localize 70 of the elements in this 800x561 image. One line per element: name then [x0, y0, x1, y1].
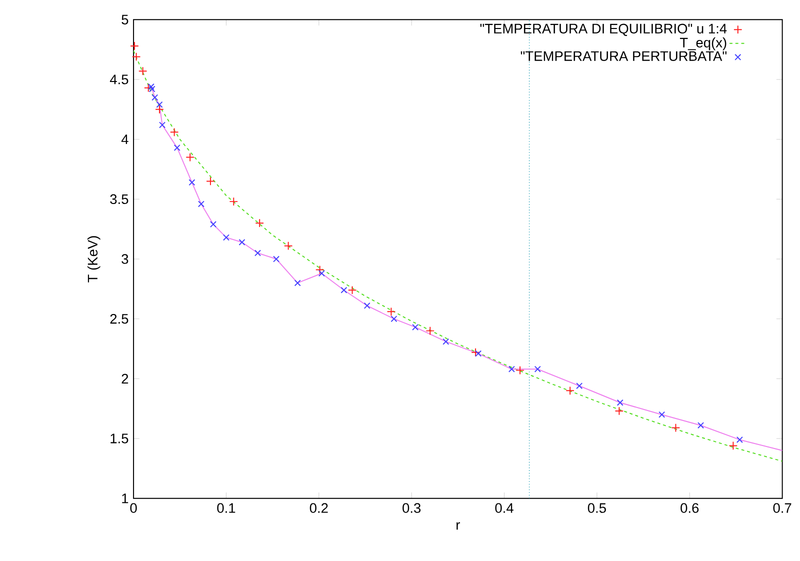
- legend-label: T_eq(x): [680, 37, 726, 50]
- point: [158, 122, 166, 128]
- point: [736, 436, 743, 443]
- point: [426, 326, 435, 336]
- point: [206, 176, 215, 186]
- point: [222, 234, 230, 241]
- x-tick-label: 0.5: [588, 503, 606, 513]
- point: [130, 41, 139, 50]
- x-tick-label: 0: [130, 503, 137, 513]
- point: [210, 220, 217, 228]
- y-tick-label: 2.5: [110, 314, 128, 324]
- point: [442, 338, 450, 345]
- point: [671, 423, 680, 432]
- legend-label: "TEMPERATURA PERTURBATA": [520, 51, 726, 61]
- y-tick-label: 1.5: [110, 434, 128, 444]
- x-axis-title: r: [456, 522, 460, 530]
- point: [229, 197, 238, 206]
- point: [148, 86, 156, 92]
- point: [728, 441, 738, 450]
- y-tick-label: 2: [122, 374, 128, 384]
- y-tick-label: 4.5: [110, 74, 128, 84]
- point: [255, 218, 264, 228]
- point: [170, 128, 179, 136]
- y-axis-title: T (KeV): [87, 236, 100, 282]
- point: [697, 422, 704, 428]
- x-tick-label: 0.3: [402, 503, 421, 513]
- point: [238, 238, 246, 246]
- point: [475, 350, 482, 357]
- y-tick-label: 3: [122, 254, 128, 264]
- point: [272, 256, 280, 262]
- point: [132, 52, 141, 62]
- point: [152, 94, 158, 101]
- point: [156, 101, 163, 108]
- point: [318, 270, 325, 276]
- x-tick-label: 0.4: [495, 503, 514, 513]
- y-tick-label: 1: [122, 494, 128, 503]
- point: [284, 241, 293, 250]
- point: [148, 83, 154, 90]
- point: [174, 144, 180, 151]
- y-tick-label: 4: [121, 134, 128, 144]
- point: [616, 399, 624, 406]
- point: [576, 382, 583, 389]
- x-tick-label: 0.6: [680, 503, 699, 513]
- point: [471, 348, 480, 357]
- point: [508, 366, 515, 372]
- x-tick-label: 0.1: [217, 503, 236, 513]
- point: [348, 286, 357, 294]
- point: [138, 66, 148, 76]
- point: [658, 411, 666, 418]
- point: [386, 307, 396, 316]
- point: [566, 386, 574, 395]
- point: [186, 152, 194, 162]
- point: [390, 315, 398, 322]
- legend-label: "TEMPERATURA DI EQUILIBRIO" u 1:4: [480, 24, 727, 36]
- point: [340, 286, 348, 294]
- point: [155, 104, 164, 114]
- x-tick-label: 0.2: [310, 503, 328, 513]
- point: [198, 200, 204, 208]
- y-tick-label: 3.5: [110, 194, 128, 204]
- point: [614, 406, 624, 416]
- point: [254, 250, 261, 256]
- point: [315, 265, 324, 274]
- x-tick-label: 0.7: [773, 503, 792, 513]
- point: [412, 324, 419, 330]
- point: [516, 366, 524, 375]
- point: [534, 366, 541, 372]
- y-tick-label: 5: [122, 14, 128, 24]
- point: [294, 280, 301, 286]
- point: [188, 179, 196, 186]
- point: [364, 302, 370, 309]
